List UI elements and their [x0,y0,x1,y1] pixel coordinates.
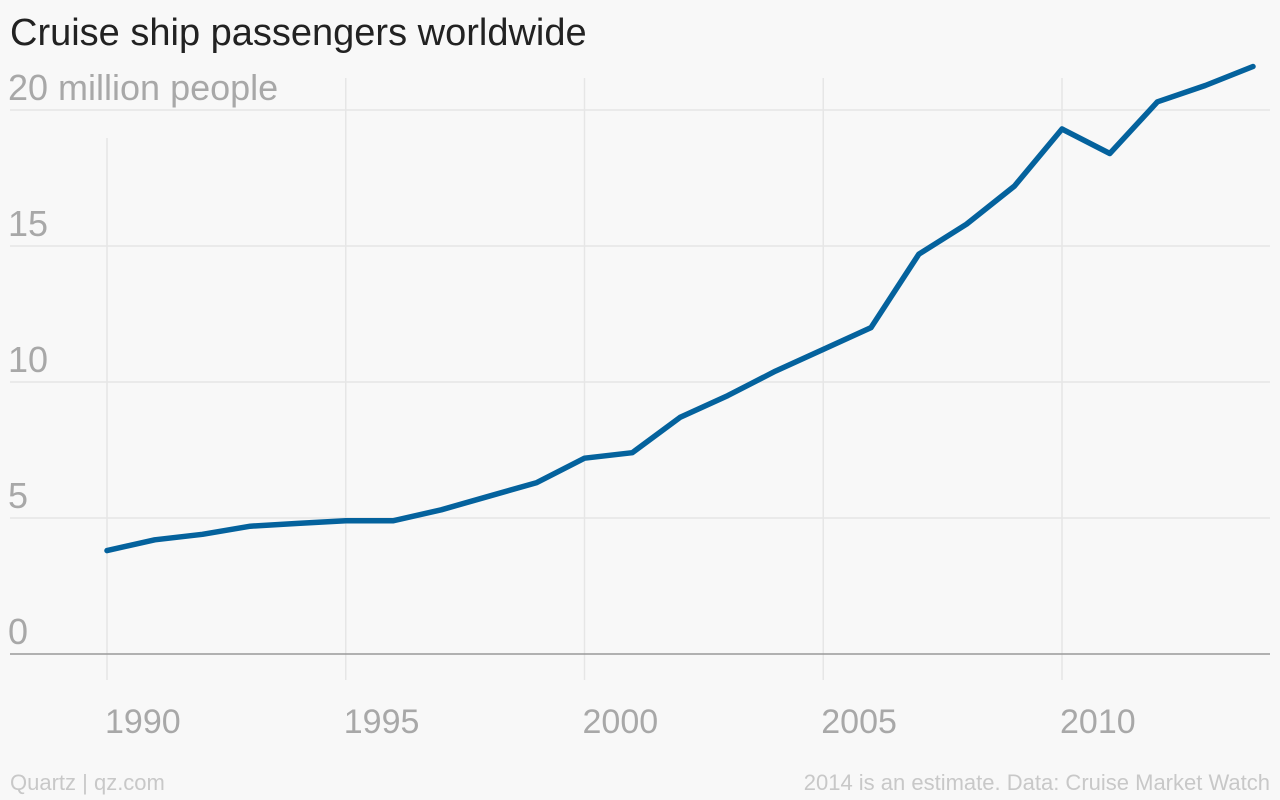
y-tick-label-5: 5 [8,475,28,516]
y-tick-label-20: 20 million people [8,67,278,108]
y-tick-label-15: 15 [8,203,48,244]
series-line-0 [104,63,1256,554]
grid-layer [10,78,1270,680]
chart-title: Cruise ship passengers worldwide [10,12,587,54]
series-layer [104,63,1256,554]
x-tick-label-1995: 1995 [344,703,420,741]
x-tick-label-2010: 2010 [1060,703,1136,741]
axis-layer: 0 5 10 15 20 million people 1990 1995 2000 2005 2… [8,67,1270,741]
y-tick-label-0: 0 [8,611,28,652]
x-tick-label-2000: 2000 [583,703,659,741]
credit-text: Quartz | qz.com [10,770,165,795]
y-tick-label-10: 10 [8,339,48,380]
x-tick-label-2005: 2005 [821,703,897,741]
x-tick-label-1990: 1990 [105,703,181,741]
source-note: 2014 is an estimate. Data: Cruise Market… [803,770,1270,795]
